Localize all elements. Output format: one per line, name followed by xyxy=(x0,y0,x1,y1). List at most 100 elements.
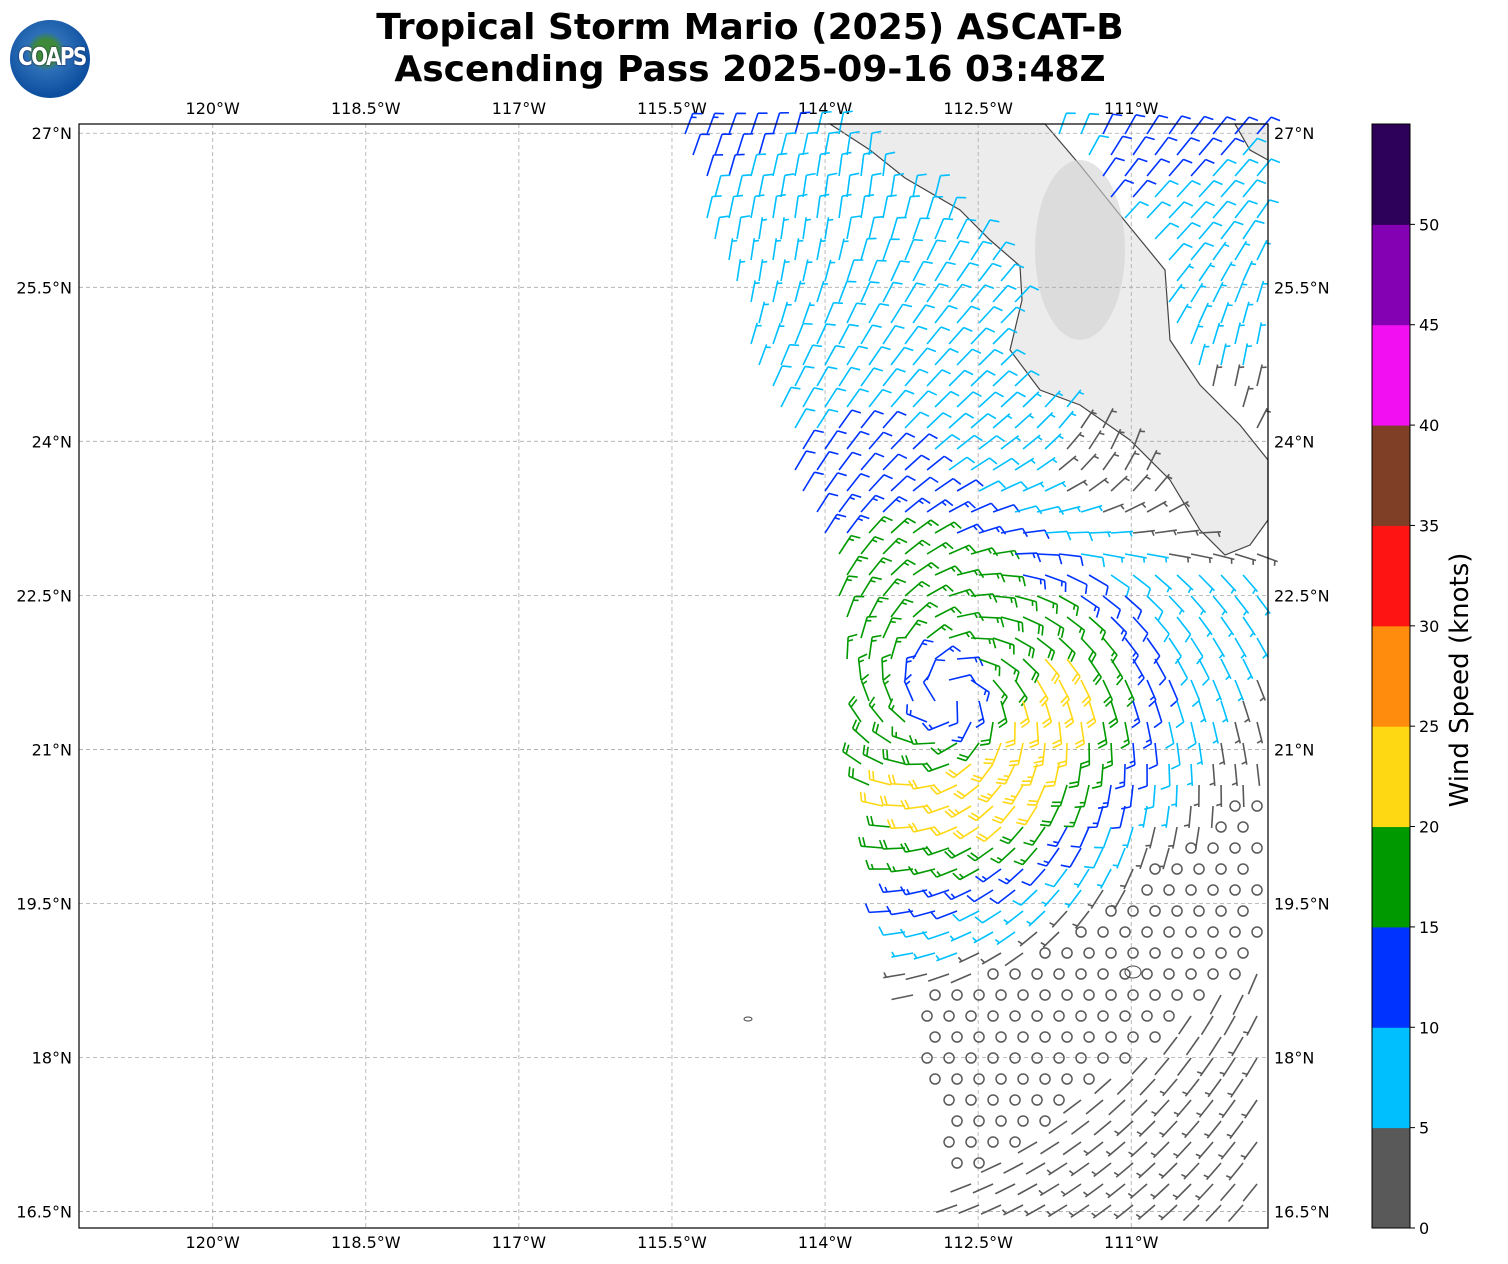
wind-barb xyxy=(1044,868,1068,888)
wind-barb xyxy=(922,674,936,702)
wind-barb xyxy=(802,217,812,240)
wind-barb xyxy=(1088,616,1107,641)
calm-wind-marker xyxy=(1251,800,1263,812)
wind-barb xyxy=(1225,1162,1244,1181)
wind-barb xyxy=(878,839,906,850)
wind-barb xyxy=(970,763,994,783)
wind-barb xyxy=(860,452,885,471)
wind-barb xyxy=(1024,1204,1046,1217)
wind-barb xyxy=(1119,868,1134,890)
wind-barb xyxy=(1242,219,1265,240)
wind-barb xyxy=(1186,763,1194,787)
wind-barb xyxy=(1036,637,1056,661)
calm-wind-marker xyxy=(1149,1031,1161,1043)
calm-wind-marker xyxy=(1185,926,1197,938)
wind-barb xyxy=(953,784,980,800)
colorbar-tick-label: 5 xyxy=(1419,1119,1429,1138)
wind-barb xyxy=(860,494,885,513)
colorbar-bin xyxy=(1372,224,1410,326)
wind-barb xyxy=(905,973,928,981)
wind-barb xyxy=(780,386,801,408)
wind-barb xyxy=(886,905,914,916)
wind-barb xyxy=(1199,531,1222,538)
wind-barb xyxy=(926,584,954,597)
wind-barb xyxy=(1227,1078,1244,1098)
wind-barb xyxy=(975,700,985,729)
wind-barb xyxy=(846,555,869,576)
wind-barb xyxy=(1256,679,1266,702)
wind-barb xyxy=(1014,457,1036,471)
wind-barb xyxy=(1159,1078,1178,1097)
wind-barb xyxy=(1256,364,1267,387)
calm-wind-marker xyxy=(1009,1010,1021,1022)
calm-wind-marker xyxy=(943,1136,955,1148)
lon-tick-label: 117°W xyxy=(492,99,547,118)
wind-barb xyxy=(1074,784,1090,809)
calm-wind-marker xyxy=(1075,926,1087,938)
wind-barb xyxy=(1168,242,1193,261)
wind-barb xyxy=(891,726,914,744)
wind-barb xyxy=(1176,263,1194,282)
wind-barb xyxy=(1212,679,1223,702)
wind-barb xyxy=(1242,137,1267,156)
wind-barb xyxy=(1110,658,1124,686)
wind-barb xyxy=(1227,1204,1244,1223)
calm-wind-marker xyxy=(1009,968,1021,980)
lat-tick-label: 19.5°N xyxy=(1274,894,1330,913)
wind-barb xyxy=(994,931,1016,946)
wind-barb xyxy=(1168,679,1179,708)
wind-barb xyxy=(816,110,832,135)
wind-barb xyxy=(1242,179,1267,198)
wind-barb xyxy=(1044,390,1064,408)
wind-barb xyxy=(956,479,984,492)
wind-barb xyxy=(1212,721,1219,744)
calm-wind-marker xyxy=(987,1094,999,1106)
wind-barb xyxy=(908,779,936,790)
wind-barb xyxy=(926,541,954,555)
calm-wind-marker xyxy=(1009,1094,1021,1106)
wind-barb xyxy=(1102,408,1117,429)
wind-barb xyxy=(1020,763,1038,786)
calm-wind-marker xyxy=(1141,1010,1153,1022)
wind-barb xyxy=(794,152,809,177)
island-socorro xyxy=(1124,965,1142,979)
wind-barb xyxy=(1049,910,1068,928)
calm-wind-marker xyxy=(1061,1031,1073,1043)
wind-barb xyxy=(1242,260,1257,282)
wind-barb xyxy=(989,889,1016,905)
wind-barb xyxy=(921,845,950,856)
wind-barb xyxy=(846,215,861,240)
calm-wind-marker xyxy=(1229,800,1241,812)
lon-tick-label: 114°W xyxy=(798,99,853,118)
wind-barb xyxy=(1220,700,1229,723)
wind-barb xyxy=(1176,529,1199,536)
wind-barb xyxy=(1220,343,1231,366)
wind-barb xyxy=(868,259,887,282)
wind-barb xyxy=(758,344,771,366)
wind-barb xyxy=(838,534,861,555)
wind-barb xyxy=(1022,574,1047,590)
wind-barb xyxy=(1234,158,1259,177)
calm-wind-marker xyxy=(1215,947,1227,959)
lat-tick-label: 22.5°N xyxy=(1274,586,1330,605)
wind-barb xyxy=(1146,637,1161,665)
land-mainland-mexico xyxy=(1233,123,1269,162)
calm-wind-marker xyxy=(1207,842,1219,854)
wind-barb xyxy=(1234,281,1248,303)
wind-barb xyxy=(824,344,846,366)
wind-barb xyxy=(1000,306,1026,324)
wind-barb xyxy=(1146,201,1172,219)
wind-barb xyxy=(1040,1141,1060,1155)
wind-barb xyxy=(816,450,839,471)
wind-barb xyxy=(1171,784,1178,808)
wind-barb xyxy=(1000,263,1025,282)
wind-barb xyxy=(1041,889,1060,908)
wind-barb xyxy=(868,769,892,786)
wind-barb xyxy=(1102,157,1125,177)
wind-barb xyxy=(1146,114,1169,135)
wind-barb xyxy=(1080,637,1097,663)
calm-wind-marker xyxy=(1075,968,1087,980)
wind-barb xyxy=(1256,408,1271,429)
wind-barb xyxy=(1198,262,1215,282)
wind-barb xyxy=(1044,480,1067,492)
